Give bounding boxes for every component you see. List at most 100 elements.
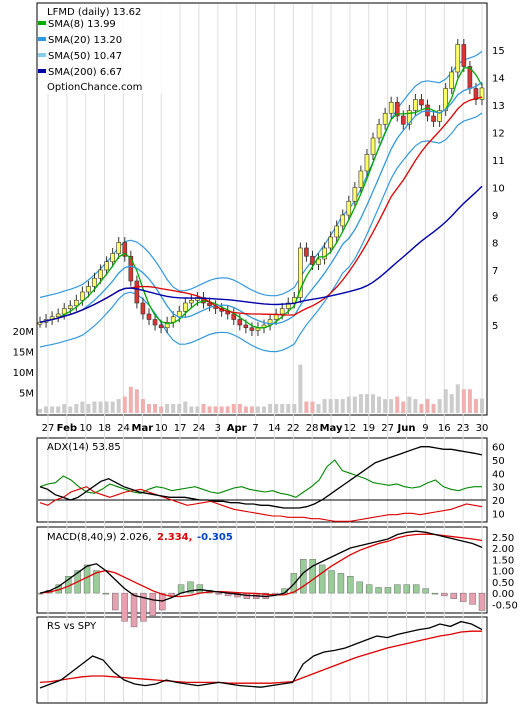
candle-body: [413, 99, 418, 111]
macd-histogram-bar: [347, 575, 354, 594]
legend: LFMD (daily) 13.62 SMA(8) 13.99 SMA(20) …: [38, 4, 164, 94]
macd-histogram-bar: [375, 587, 382, 594]
volume-bar: [243, 406, 248, 413]
candle-body: [67, 305, 73, 309]
volume-bar: [371, 394, 376, 413]
x-tick-label: 24: [117, 423, 130, 434]
volume-bar: [110, 401, 115, 413]
vertical-gridlines: [47, 4, 483, 702]
macd-histogram-bar: [130, 592, 138, 628]
volume-bar: [262, 406, 267, 413]
volume-bar: [219, 406, 224, 413]
x-tick-label: 24: [193, 423, 206, 434]
x-tick-label: May: [320, 423, 343, 434]
x-tick-label: Feb: [57, 423, 77, 434]
candle-body: [152, 319, 158, 326]
candle-body: [376, 123, 382, 139]
price-tick-label: 6: [492, 294, 498, 305]
sma20-line: [39, 81, 483, 325]
volume-bar: [316, 403, 321, 413]
x-tick-label: 10: [155, 423, 168, 434]
macd-histogram-bar: [469, 592, 476, 605]
macd-tick-label: 1.00: [492, 567, 514, 578]
x-tick-label: 27: [381, 423, 394, 434]
rs-label: RS vs SPY: [47, 621, 97, 632]
candle-body: [298, 247, 303, 298]
candle-body: [479, 87, 485, 100]
x-tick-label: 30: [476, 423, 489, 434]
volume-bar: [177, 403, 182, 413]
candle-body: [55, 313, 61, 318]
candle-body: [443, 88, 448, 111]
macd-histogram-bar: [365, 584, 373, 594]
macd-histogram-bar: [121, 592, 128, 622]
macd-signal-line: [39, 533, 483, 598]
band-lower-line: [39, 112, 483, 353]
volume-bar: [286, 403, 291, 413]
volume-bar: [249, 406, 254, 413]
candle-body: [437, 110, 442, 122]
x-tick-label: 10: [79, 423, 92, 434]
adx-tick-label: 30: [492, 483, 505, 494]
macd-histogram-bar: [215, 592, 222, 595]
volume-bar: [74, 403, 79, 413]
candle-body: [455, 44, 461, 73]
legend-item-sma8: SMA(8) 13.99: [48, 19, 116, 30]
sma200-line: [39, 185, 483, 323]
macd-signal-label: 2.334,: [157, 532, 192, 543]
volume-bar: [98, 401, 103, 413]
candle-body: [322, 247, 327, 260]
adx-tick-label: 20: [492, 496, 505, 507]
macd-tick-label: 2.00: [492, 544, 514, 555]
candle-body: [304, 247, 309, 257]
candle-body: [340, 214, 346, 227]
volume-bar: [116, 399, 121, 413]
macd-histogram-bar: [422, 588, 429, 594]
macd-histogram-bar: [196, 584, 204, 594]
rs-line: [39, 620, 483, 689]
macd-histogram-bar: [318, 564, 326, 594]
candle-body: [104, 261, 109, 271]
candle-body: [382, 112, 388, 125]
volume-bar: [134, 389, 139, 413]
macd-histogram-bar: [177, 584, 185, 594]
macd-tick-label: 0.50: [492, 578, 514, 589]
volume-bar: [292, 403, 297, 413]
x-tick-label: 7: [252, 423, 258, 434]
volume-bar: [431, 403, 436, 413]
candle-body: [473, 88, 479, 100]
macd-histogram-bar: [187, 581, 194, 594]
volume-bar: [352, 396, 357, 413]
adx-plus-di-line: [39, 459, 482, 498]
volume-bar: [340, 399, 345, 413]
candle-body: [431, 115, 436, 122]
legend-item-sma200: SMA(200) 6.67: [48, 67, 122, 78]
price-tick-label: 5: [492, 321, 498, 332]
volume-bar: [159, 406, 164, 413]
x-tick-label: Apr: [227, 423, 247, 434]
candle-body: [98, 269, 103, 279]
macd-histogram-bar: [337, 573, 345, 594]
volume-tick-label: 20M: [13, 327, 34, 338]
candle-body: [134, 280, 140, 304]
price-tick-label: 8: [492, 239, 498, 250]
macd-tick-label: 0.00: [492, 589, 514, 600]
candle-body: [316, 258, 321, 265]
x-tick-label: 3: [215, 423, 221, 434]
volume-bar: [449, 394, 454, 413]
candle-body: [207, 302, 212, 307]
volume-bar: [328, 399, 333, 413]
candle-body: [146, 313, 152, 320]
x-tick-label: Mar: [132, 423, 154, 434]
candle-body: [328, 236, 333, 249]
candle-body: [110, 253, 115, 263]
legend-swatch-sma200: [38, 69, 46, 73]
volume-bar: [274, 403, 279, 413]
volume-bar: [419, 403, 424, 413]
adx-tick-label: 60: [492, 443, 505, 454]
macd-histogram-bar: [431, 592, 439, 595]
legend-swatch-sma20: [38, 37, 46, 41]
adx-line: [39, 446, 483, 509]
macd-histogram-bar: [459, 592, 467, 602]
